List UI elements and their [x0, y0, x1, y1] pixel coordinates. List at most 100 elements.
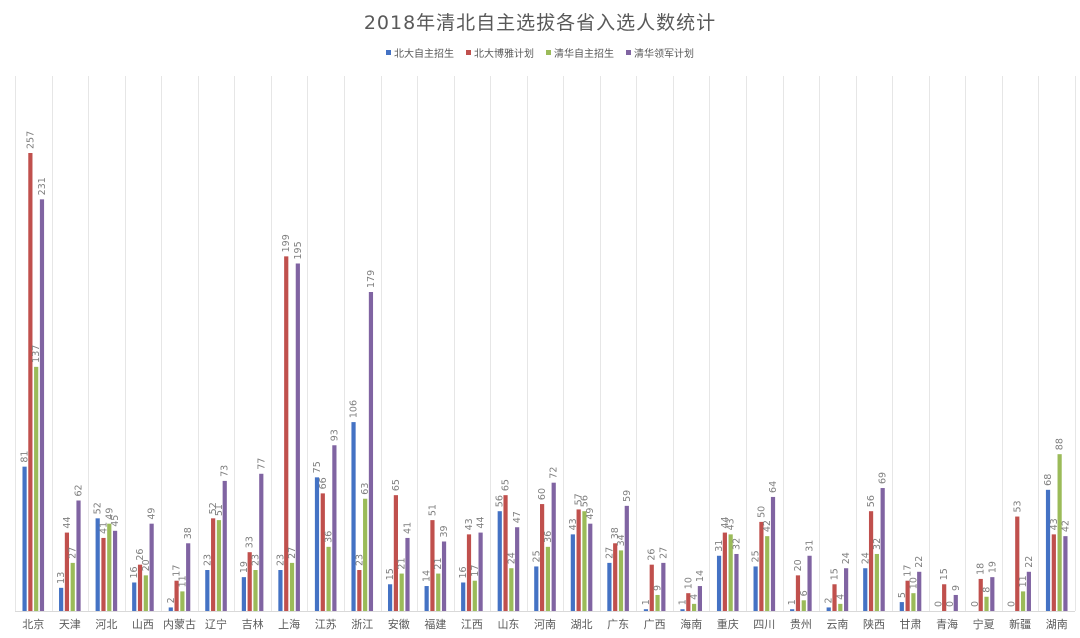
data-label: 51 — [214, 504, 225, 516]
gridlines — [15, 76, 1076, 611]
bar — [497, 511, 502, 611]
data-label: 77 — [256, 458, 267, 470]
data-label: 179 — [366, 270, 377, 288]
data-label: 6 — [799, 590, 810, 596]
data-label: 34 — [616, 534, 627, 546]
bar — [284, 256, 289, 611]
legend-swatch-1 — [466, 50, 471, 55]
data-label: 36 — [543, 531, 554, 543]
data-label: 31 — [805, 540, 816, 552]
bar — [186, 543, 191, 611]
bar — [278, 570, 283, 611]
legend-item-1: 北大博雅计划 — [466, 45, 534, 60]
data-label: 24 — [506, 552, 517, 564]
bar — [95, 518, 100, 611]
data-label: 43 — [726, 518, 737, 530]
category-label: 广西 — [644, 618, 666, 631]
data-label: 5 — [897, 592, 908, 598]
legend: 北大自主招生 北大博雅计划 清华自主招生 清华领军计划 — [0, 45, 1080, 60]
bar — [1020, 591, 1026, 611]
data-label: 20 — [141, 559, 152, 571]
bar — [430, 520, 435, 611]
bar — [624, 505, 629, 611]
data-label: 15 — [939, 568, 950, 580]
data-label: 56 — [579, 495, 590, 507]
data-label: 68 — [1043, 474, 1054, 486]
legend-swatch-0 — [386, 50, 391, 55]
category-label: 福建 — [424, 617, 446, 631]
data-label: 43 — [568, 518, 579, 530]
bar — [515, 527, 520, 611]
bar — [149, 523, 154, 611]
legend-label-0: 北大自主招生 — [394, 49, 454, 60]
bar — [551, 482, 556, 611]
bar — [838, 603, 843, 611]
bar — [801, 600, 806, 611]
data-label: 10 — [908, 577, 919, 589]
data-label: 199 — [281, 234, 292, 252]
bar — [34, 366, 39, 611]
data-label: 25 — [751, 550, 762, 562]
bar — [680, 609, 685, 611]
bar — [143, 575, 148, 611]
category-label: 河北 — [95, 618, 117, 631]
bar — [436, 573, 441, 611]
data-label: 137 — [31, 345, 42, 363]
category-label: 宁夏 — [973, 617, 995, 631]
bar — [503, 495, 508, 611]
category-label: 浙江 — [351, 618, 373, 631]
data-label: 23 — [250, 554, 261, 566]
bar — [576, 509, 581, 611]
legend-label-1: 北大博雅计划 — [474, 49, 534, 60]
data-label: 52 — [93, 502, 104, 514]
bar — [722, 532, 727, 611]
data-label: 11 — [1018, 575, 1029, 587]
legend-item-2: 清华自主招生 — [546, 45, 614, 60]
data-label: 2 — [166, 597, 177, 603]
bar — [180, 591, 185, 611]
bar — [734, 553, 739, 611]
data-label: 1 — [641, 599, 652, 605]
bar — [320, 493, 325, 611]
data-label: 9 — [951, 585, 962, 591]
data-label: 65 — [391, 479, 402, 491]
bar — [137, 564, 143, 611]
data-label: 22 — [914, 556, 925, 568]
data-label: 0 — [933, 601, 944, 607]
bar — [832, 584, 837, 611]
bar — [545, 546, 550, 611]
bar — [351, 422, 356, 611]
bar — [868, 511, 874, 611]
legend-label-3: 清华领军计划 — [634, 49, 694, 60]
data-label: 4 — [689, 594, 700, 600]
data-label: 64 — [768, 481, 779, 493]
bar — [613, 543, 618, 611]
bar — [649, 564, 654, 611]
bar — [807, 555, 812, 611]
bar — [174, 580, 179, 611]
data-label: 49 — [585, 508, 596, 520]
legend-swatch-2 — [546, 50, 551, 55]
bar — [765, 536, 770, 611]
data-label: 32 — [872, 538, 883, 550]
category-label: 吉林 — [242, 617, 264, 631]
category-label: 广东 — [607, 618, 629, 631]
category-label: 江西 — [461, 618, 483, 631]
category-label: 湖南 — [1046, 618, 1068, 631]
bar — [28, 153, 33, 611]
bar — [326, 546, 331, 611]
data-label: 38 — [183, 527, 194, 539]
data-label: 73 — [220, 465, 231, 477]
data-label: 27 — [287, 547, 298, 559]
data-label: 23 — [202, 554, 213, 566]
data-label: 72 — [549, 467, 560, 479]
data-label: 17 — [470, 565, 481, 577]
bar — [759, 521, 764, 611]
bar — [917, 571, 922, 611]
bar — [905, 580, 910, 611]
bar — [132, 582, 137, 611]
data-label: 2 — [824, 597, 835, 603]
data-label: 27 — [604, 547, 615, 559]
data-label: 19 — [987, 561, 998, 573]
